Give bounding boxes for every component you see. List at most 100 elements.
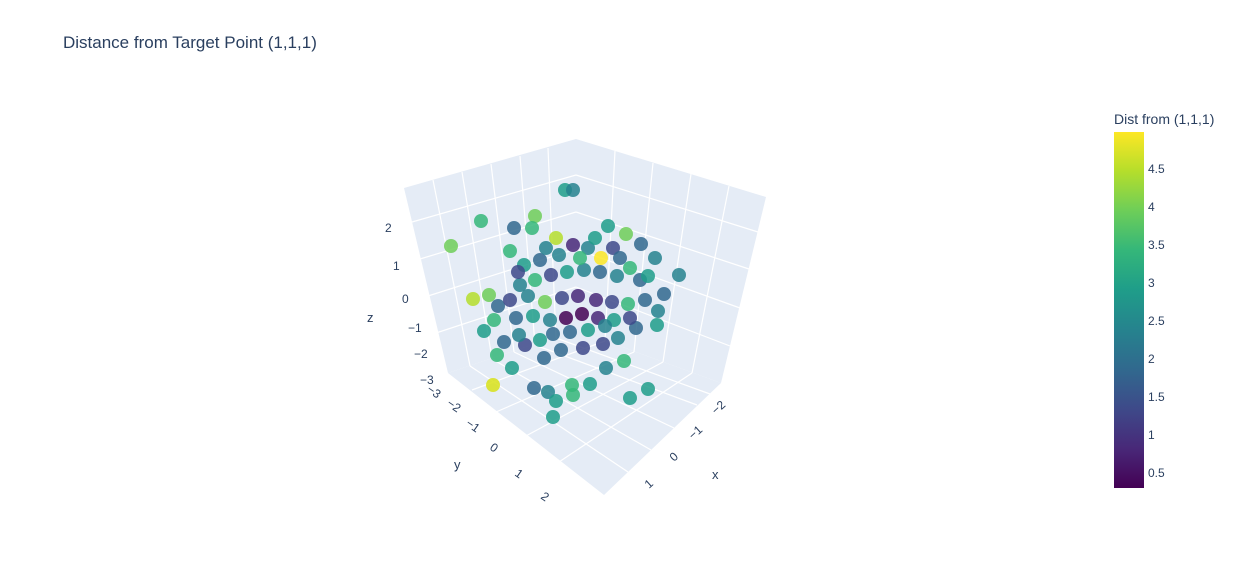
- data-point[interactable]: [526, 309, 540, 323]
- data-point[interactable]: [538, 295, 552, 309]
- data-point[interactable]: [641, 382, 655, 396]
- data-point[interactable]: [490, 348, 504, 362]
- back-pane-right: [576, 139, 766, 383]
- data-point[interactable]: [581, 241, 595, 255]
- x-tick-label: 0: [667, 449, 682, 464]
- data-point[interactable]: [563, 325, 577, 339]
- data-point[interactable]: [533, 333, 547, 347]
- data-point[interactable]: [543, 313, 557, 327]
- z-tick-label: 0: [402, 292, 409, 306]
- data-point[interactable]: [566, 388, 580, 402]
- data-point[interactable]: [474, 214, 488, 228]
- z-axis-title: z: [367, 310, 374, 325]
- data-point[interactable]: [588, 231, 602, 245]
- data-point[interactable]: [549, 394, 563, 408]
- data-point[interactable]: [610, 269, 624, 283]
- colorbar-tick: 1.5: [1148, 390, 1165, 404]
- y-tick-label: 1: [512, 466, 526, 481]
- data-point[interactable]: [555, 291, 569, 305]
- data-point[interactable]: [593, 265, 607, 279]
- data-point[interactable]: [623, 311, 637, 325]
- data-point[interactable]: [486, 378, 500, 392]
- data-point[interactable]: [598, 319, 612, 333]
- data-point[interactable]: [541, 385, 555, 399]
- data-point[interactable]: [576, 341, 590, 355]
- data-point[interactable]: [650, 318, 664, 332]
- data-point[interactable]: [477, 324, 491, 338]
- z-tick-label: −3: [420, 373, 434, 387]
- data-point[interactable]: [648, 251, 662, 265]
- data-point[interactable]: [634, 237, 648, 251]
- scatter-markers[interactable]: [444, 183, 686, 424]
- data-point[interactable]: [611, 331, 625, 345]
- y-tick-label: 2: [538, 489, 552, 504]
- data-point[interactable]: [511, 265, 525, 279]
- data-point[interactable]: [549, 231, 563, 245]
- data-point[interactable]: [491, 299, 505, 313]
- colorbar-gradient: [1114, 132, 1144, 488]
- data-point[interactable]: [533, 253, 547, 267]
- data-point[interactable]: [528, 209, 542, 223]
- data-point[interactable]: [583, 377, 597, 391]
- data-point[interactable]: [566, 183, 580, 197]
- data-point[interactable]: [512, 328, 526, 342]
- data-point[interactable]: [601, 219, 615, 233]
- data-point[interactable]: [638, 293, 652, 307]
- x-tick-label: −1: [686, 422, 706, 442]
- data-point[interactable]: [537, 351, 551, 365]
- data-point[interactable]: [566, 238, 580, 252]
- colorbar-tick: 3: [1148, 276, 1155, 290]
- data-point[interactable]: [503, 293, 517, 307]
- data-point[interactable]: [605, 295, 619, 309]
- data-point[interactable]: [507, 221, 521, 235]
- data-point[interactable]: [560, 265, 574, 279]
- data-point[interactable]: [482, 288, 496, 302]
- z-tick-label: −1: [408, 321, 422, 335]
- data-point[interactable]: [651, 304, 665, 318]
- data-point[interactable]: [546, 327, 560, 341]
- data-point[interactable]: [527, 381, 541, 395]
- colorbar-tick: 2: [1148, 352, 1155, 366]
- y-tick-label: −1: [463, 416, 483, 436]
- data-point[interactable]: [539, 241, 553, 255]
- data-point[interactable]: [613, 251, 627, 265]
- data-point[interactable]: [503, 244, 517, 258]
- data-point[interactable]: [521, 289, 535, 303]
- data-point[interactable]: [619, 227, 633, 241]
- data-point[interactable]: [466, 292, 480, 306]
- data-point[interactable]: [581, 323, 595, 337]
- data-point[interactable]: [497, 335, 511, 349]
- data-point[interactable]: [571, 289, 585, 303]
- data-point[interactable]: [552, 248, 566, 262]
- data-point[interactable]: [672, 268, 686, 282]
- data-point[interactable]: [528, 273, 542, 287]
- data-point[interactable]: [444, 239, 458, 253]
- data-point[interactable]: [621, 297, 635, 311]
- data-point[interactable]: [546, 410, 560, 424]
- data-point[interactable]: [577, 263, 591, 277]
- data-point[interactable]: [525, 221, 539, 235]
- data-point[interactable]: [623, 261, 637, 275]
- data-point[interactable]: [641, 269, 655, 283]
- chart-title: Distance from Target Point (1,1,1): [63, 33, 317, 52]
- data-point[interactable]: [617, 354, 631, 368]
- data-point[interactable]: [554, 343, 568, 357]
- z-tick-label: −2: [414, 347, 428, 361]
- data-point[interactable]: [606, 241, 620, 255]
- data-point[interactable]: [573, 251, 587, 265]
- data-point[interactable]: [513, 278, 527, 292]
- data-point[interactable]: [559, 311, 573, 325]
- data-point[interactable]: [589, 293, 603, 307]
- data-point[interactable]: [657, 287, 671, 301]
- y-tick-label: 0: [487, 440, 501, 455]
- data-point[interactable]: [596, 337, 610, 351]
- data-point[interactable]: [505, 361, 519, 375]
- data-point[interactable]: [575, 307, 589, 321]
- data-point[interactable]: [544, 268, 558, 282]
- data-point[interactable]: [594, 251, 608, 265]
- data-point[interactable]: [623, 391, 637, 405]
- data-point[interactable]: [509, 311, 523, 325]
- data-point[interactable]: [599, 361, 613, 375]
- data-point[interactable]: [487, 313, 501, 327]
